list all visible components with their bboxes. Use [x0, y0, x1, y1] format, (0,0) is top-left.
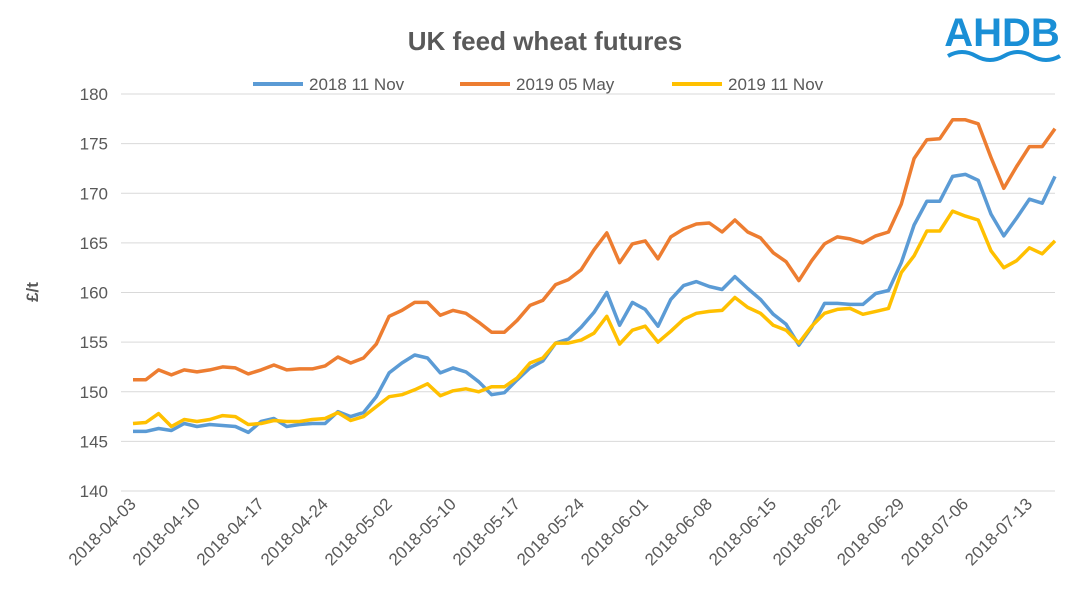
x-tick-label: 2018-07-06	[897, 494, 972, 569]
line-series	[133, 172, 1057, 435]
y-axis-label: £/t	[23, 282, 42, 302]
x-tick-label: 2018-05-10	[385, 494, 460, 569]
legend-label: 2018 11 Nov	[309, 75, 405, 94]
y-tick-label: 170	[80, 184, 108, 203]
x-tick-label: 2018-05-17	[449, 494, 524, 569]
y-tick-label: 145	[80, 432, 108, 451]
x-tick-label: 2018-06-22	[769, 494, 844, 569]
y-tick-label: 155	[80, 333, 108, 352]
logo: AHDB	[944, 11, 1060, 55]
y-tick-label: 150	[80, 383, 108, 402]
line-series	[133, 118, 1057, 382]
x-tick-label: 2018-05-02	[321, 494, 396, 569]
x-tick-label: 2018-05-24	[513, 494, 588, 569]
line-series	[132, 209, 1057, 429]
x-tick-label: 2018-06-08	[641, 494, 716, 569]
y-tick-label: 180	[80, 85, 108, 104]
legend-label: 2019 11 Nov	[728, 75, 824, 94]
x-tick-label: 2018-04-10	[129, 494, 204, 569]
x-tick-label: 2018-07-13	[961, 494, 1036, 569]
x-tick-label: 2018-06-01	[577, 494, 652, 569]
x-tick-label: 2018-04-03	[65, 494, 140, 569]
y-tick-label: 160	[80, 284, 108, 303]
x-tick-label: 2018-04-24	[257, 494, 332, 569]
y-tick-label: 140	[80, 482, 108, 501]
x-tick-label: 2018-06-15	[705, 494, 780, 569]
y-tick-label: 165	[80, 234, 108, 253]
logo-wave	[947, 50, 1061, 62]
x-tick-label: 2018-04-17	[193, 494, 268, 569]
y-tick-label: 175	[80, 135, 108, 154]
chart-title: UK feed wheat futures	[408, 26, 683, 56]
legend-label: 2019 05 May	[516, 75, 615, 94]
x-tick-label: 2018-06-29	[833, 494, 908, 569]
